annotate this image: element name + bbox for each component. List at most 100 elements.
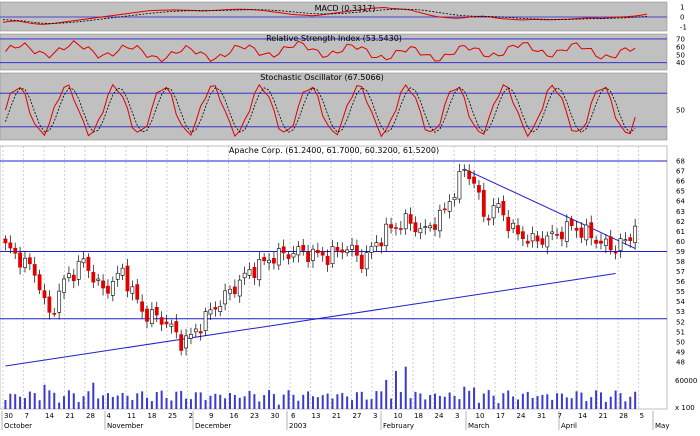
candle-body [325, 255, 330, 265]
volume-bar [541, 394, 544, 409]
volume-bar [48, 390, 51, 409]
volume-bar [258, 401, 261, 409]
candle-body [208, 309, 213, 315]
candle-body [355, 245, 359, 256]
candle-body [511, 222, 516, 229]
candle-body [149, 309, 154, 325]
volume-bar [619, 393, 622, 409]
candle-body [447, 201, 452, 212]
x-day-label: 7 [558, 412, 562, 420]
candle-body [247, 269, 252, 276]
candle-body [281, 246, 286, 254]
candle-body [81, 258, 86, 264]
candle-body [237, 279, 242, 297]
rsi-layer [0, 38, 667, 64]
candle-body [555, 234, 559, 236]
volume-bar [595, 390, 598, 409]
axis-layer: 4849505152535455565758596061626364656667… [1, 4, 687, 430]
volume-bar [63, 396, 66, 409]
x-day-label: 3 [373, 412, 377, 420]
stochastic-layer [0, 83, 667, 138]
candle-body [560, 231, 564, 240]
volume-bar [346, 396, 349, 409]
candle-body [86, 256, 91, 271]
candle-body [340, 249, 345, 253]
candle-body [52, 313, 57, 315]
price-tick-label: 67 [676, 168, 685, 176]
x-day-label: 21 [66, 412, 75, 420]
volume-bar [414, 391, 417, 409]
candle-body [369, 245, 374, 253]
volume-bar [424, 399, 427, 409]
price-tick-label: 55 [676, 288, 685, 296]
candle-body [311, 248, 315, 261]
candle-body [115, 272, 120, 280]
candle-body [242, 272, 247, 279]
candle-body [62, 278, 66, 293]
candle-body [423, 226, 428, 228]
candle-body [403, 213, 408, 230]
volume-bar [126, 395, 129, 409]
candle-body [398, 228, 403, 230]
candle-body [599, 240, 603, 244]
volume-bar [141, 391, 144, 409]
macd-layer [0, 6, 667, 25]
candle-body [442, 208, 447, 211]
candle-body [428, 225, 433, 229]
x-month-label: March [468, 422, 489, 430]
volume-bar [72, 393, 75, 409]
price-tick-label: 63 [676, 208, 685, 216]
x-day-label: 4 [107, 412, 112, 420]
candle-body [418, 228, 423, 234]
volume-bar [170, 400, 173, 409]
x-day-label: 17 [496, 412, 505, 420]
volume-bar [482, 393, 485, 409]
stochastic-k-line [4, 83, 636, 138]
volume-bar [116, 395, 119, 409]
volume-bar [590, 397, 593, 409]
candle-body [47, 296, 52, 313]
stochastic-d-line [5, 87, 636, 133]
candle-body [516, 225, 520, 235]
candle-body [23, 257, 27, 268]
x-month-label: February [383, 422, 414, 430]
candle-body [633, 225, 638, 244]
macd-title: MACD (0.3317) [315, 4, 376, 13]
candle-body [267, 259, 271, 264]
price-tick-label: 53 [676, 308, 685, 316]
volume-bar [560, 393, 563, 409]
volume-bar [194, 392, 197, 409]
volume-bar [551, 399, 554, 409]
volume-bar [546, 394, 549, 409]
volume-bar [136, 393, 139, 409]
volume-bar [385, 379, 388, 409]
volume-bar [9, 393, 12, 409]
candle-body [91, 271, 96, 283]
volume-bar [570, 398, 573, 409]
volume-bar [434, 393, 437, 409]
volume-unit-label: x 100 [675, 404, 695, 412]
x-month-label: November [107, 422, 144, 430]
candle-body [389, 224, 393, 229]
volume-bar [97, 398, 100, 409]
volume-layer [4, 366, 637, 409]
volume-bar [263, 395, 266, 409]
volume-bar [248, 391, 251, 409]
x-day-label: 7 [25, 412, 29, 420]
candle-body [13, 247, 18, 254]
candle-body [603, 238, 608, 246]
candle-body [359, 254, 364, 270]
candle-body [257, 259, 262, 281]
candle-body [433, 224, 437, 230]
trendline-support [5, 273, 616, 367]
candle-body [481, 189, 486, 217]
volume-bar [448, 392, 451, 409]
price-title: Apache Corp. (61.2400, 61.7000, 60.3200,… [229, 146, 439, 155]
candle-body [57, 290, 62, 313]
x-month-label: April [561, 422, 577, 430]
x-day-label: 13 [312, 412, 321, 420]
x-day-label: 27 [353, 412, 362, 420]
candle-body [110, 281, 115, 296]
